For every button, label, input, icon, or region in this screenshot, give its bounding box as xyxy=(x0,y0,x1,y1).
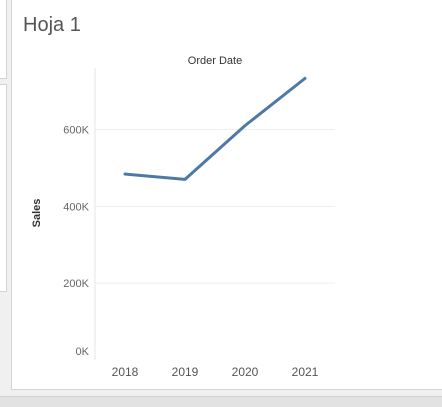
x-tick-label: 2020 xyxy=(232,365,259,379)
worksheet: Hoja 1 xyxy=(11,0,442,390)
y-tick-label: 600K xyxy=(63,124,89,136)
y-tick-labels: 0K 200K 400K 600K xyxy=(63,124,89,358)
sheet-title: Hoja 1 xyxy=(23,14,81,36)
horizontal-scrollbar[interactable] xyxy=(0,396,442,407)
x-tick-label: 2018 xyxy=(112,365,139,379)
gridlines xyxy=(95,128,335,284)
left-panel-top xyxy=(0,0,7,79)
y-axis-label: Sales xyxy=(31,199,43,228)
y-tick-label: 200K xyxy=(63,278,89,290)
series-group xyxy=(123,76,307,181)
chart-title: Order Date xyxy=(188,55,242,67)
left-panel-bottom xyxy=(0,84,7,292)
x-tick-label: 2021 xyxy=(292,365,319,379)
x-tick-label: 2019 xyxy=(172,365,199,379)
y-tick-label: 400K xyxy=(63,201,89,213)
x-tick-labels: 2018 2019 2020 2021 xyxy=(112,365,319,379)
y-tick-label: 0K xyxy=(76,346,90,358)
series-line[interactable] xyxy=(123,76,307,181)
line-chart: Order Date Sales 0K 200K 400K 600K 2018 2019… xyxy=(31,55,335,379)
